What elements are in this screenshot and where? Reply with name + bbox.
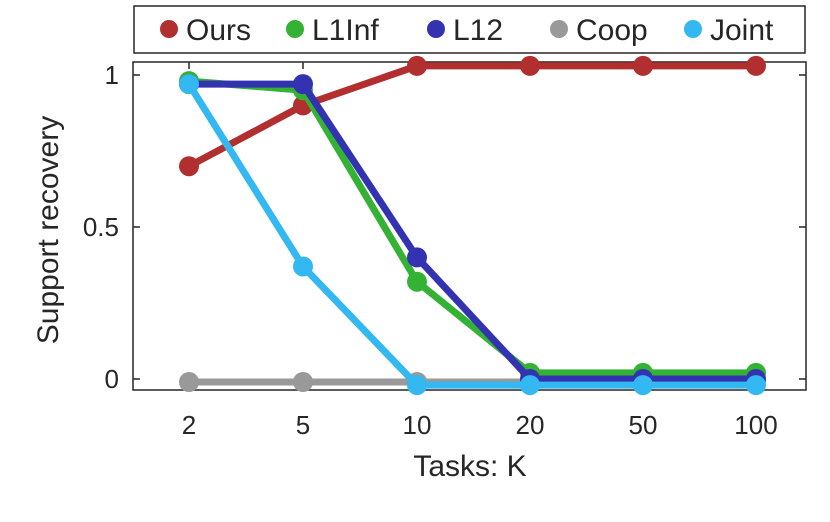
series-line-ours: [185, 62, 760, 170]
data-point-l12: [407, 247, 427, 268]
series-joint: [179, 74, 766, 396]
plot-frame: [132, 61, 807, 391]
y-axis-ticks: 00.51: [83, 60, 806, 394]
x-axis-ticks: 2 5 10 20 50 100: [182, 62, 778, 440]
data-point-ours: [407, 55, 427, 76]
series-l1inf: [179, 71, 766, 383]
legend-item-coop: Coop: [550, 14, 648, 47]
legend-label: L12: [453, 14, 503, 47]
data-point-ours: [179, 156, 199, 177]
x-tick-label: 20: [516, 410, 545, 440]
legend-label: L1Inf: [312, 14, 379, 47]
x-tick-label: 10: [403, 410, 432, 440]
y-tick-label: 0: [105, 364, 119, 394]
plot-area: 2 5 10 20 50 100 00.51: [83, 55, 807, 440]
data-point-ours: [746, 55, 766, 76]
legend-label: Coop: [576, 14, 648, 47]
legend-marker: [160, 20, 178, 38]
series-ours: [179, 55, 766, 177]
legend-item-l1inf: L1Inf: [286, 14, 379, 47]
legend-marker: [286, 20, 304, 38]
series-line-l12: [185, 80, 760, 383]
x-tick-label: 100: [734, 410, 777, 440]
data-point-l12: [293, 74, 313, 95]
data-point-joint: [293, 256, 313, 277]
data-point-l1inf: [407, 271, 427, 292]
legend-marker: [427, 20, 445, 38]
legend-item-joint: Joint: [684, 14, 774, 47]
data-point-coop: [293, 372, 313, 392]
x-axis-label: Tasks: K: [413, 450, 526, 483]
legend-marker: [550, 20, 568, 38]
data-point-joint: [633, 375, 653, 396]
data-point-joint: [407, 375, 427, 396]
series-line-joint: [185, 80, 760, 389]
data-point-joint: [746, 375, 766, 396]
legend: Ours L1Inf L12 Coop Joint: [133, 5, 806, 54]
data-point-ours: [520, 55, 540, 76]
x-tick-label: 2: [182, 410, 196, 440]
legend-label: Ours: [186, 14, 251, 47]
data-point-coop: [179, 372, 199, 392]
legend-marker: [684, 20, 702, 38]
legend-item-ours: Ours: [160, 14, 251, 47]
data-point-joint: [179, 74, 199, 95]
legend-label: Joint: [710, 14, 774, 47]
legend-item-l12: L12: [427, 14, 503, 47]
y-tick-label: 1: [105, 60, 119, 90]
data-point-ours: [633, 55, 653, 76]
series-line-l1inf: [185, 77, 760, 377]
y-axis-label: Support recovery: [32, 116, 65, 344]
x-tick-label: 50: [629, 410, 658, 440]
data-point-joint: [520, 375, 540, 396]
y-tick-label: 0.5: [83, 212, 119, 242]
series-layer: [179, 55, 766, 396]
x-tick-label: 5: [296, 410, 310, 440]
